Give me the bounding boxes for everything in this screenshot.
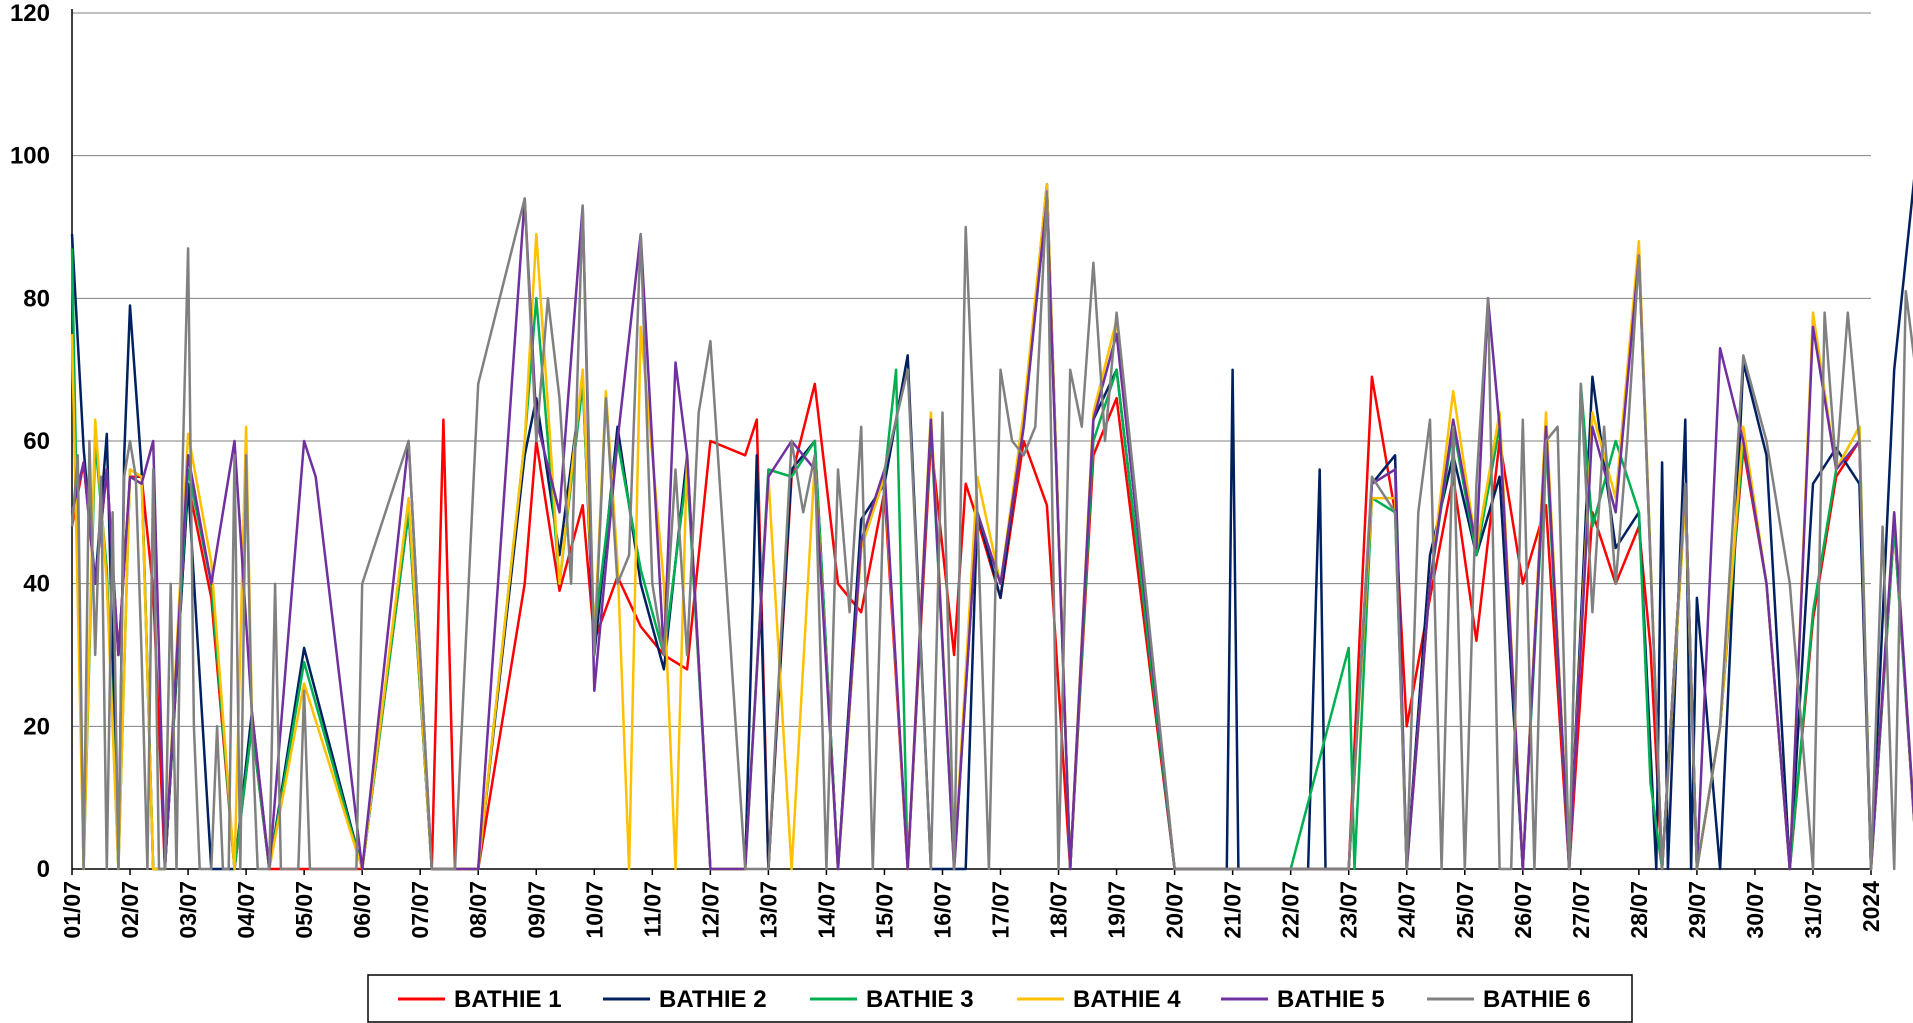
x-tick-label: 12/07	[697, 881, 723, 939]
x-tick-label: 26/07	[1510, 881, 1536, 939]
x-tick-label: 14/07	[813, 881, 839, 939]
y-tick-label: 120	[10, 0, 50, 27]
x-tick-label: 22/07	[1278, 881, 1304, 939]
series-line-bathie-6	[70, 190, 1913, 871]
y-tick-label: 20	[23, 713, 50, 740]
legend-box	[367, 974, 1633, 1023]
y-tick-label: 60	[23, 428, 50, 455]
x-tick-label: 09/07	[523, 881, 549, 939]
x-axis-ticks: 01/07 02/07 03/07 04/07 05/07 06/07 07/07 08/07…	[59, 881, 1884, 939]
series-lines	[70, 178, 1913, 871]
legend-label-bathie-2: BATHIE 2	[659, 986, 767, 1013]
axes	[71, 9, 1872, 875]
x-tick-label: 29/07	[1684, 881, 1710, 939]
x-tick-label: 18/07	[1046, 881, 1072, 939]
x-tick-label: 03/07	[175, 881, 201, 939]
x-tick-label: 17/07	[988, 881, 1014, 939]
y-tick-label: 0	[37, 856, 50, 883]
x-tick-label: 04/07	[233, 881, 259, 939]
x-tick-label: 21/07	[1220, 881, 1246, 939]
x-tick-label: 27/07	[1568, 881, 1594, 939]
x-tick-label: 31/07	[1800, 881, 1826, 939]
series-line-bathie-1	[70, 375, 1913, 871]
x-tick-label: 2024	[1858, 881, 1884, 932]
y-axis-ticks: 0 20 40 60 80 100 120	[10, 0, 50, 883]
x-tick-label: 02/07	[117, 881, 143, 939]
x-tick-label: 11/07	[639, 881, 665, 937]
x-tick-label: 13/07	[755, 881, 781, 939]
x-tick-label: 24/07	[1394, 881, 1420, 939]
x-tick-label: 30/07	[1742, 881, 1768, 939]
legend-label-bathie-6: BATHIE 6	[1483, 986, 1591, 1013]
x-tick-label: 25/07	[1452, 881, 1478, 939]
y-tick-label: 100	[10, 143, 50, 170]
x-tick-label: 05/07	[291, 881, 317, 939]
y-tick-label: 40	[23, 571, 50, 598]
x-tick-label: 07/07	[407, 881, 433, 939]
x-tick-label: 16/07	[929, 881, 955, 939]
x-tick-label: 15/07	[871, 881, 897, 939]
x-tick-label: 19/07	[1104, 881, 1130, 939]
legend-label-bathie-1: BATHIE 1	[454, 986, 562, 1013]
x-tick-label: 01/07	[59, 881, 85, 939]
legend: BATHIE 1 BATHIE 2 BATHIE 3 BATHIE 4 BATH…	[367, 974, 1633, 1023]
x-tick-label: 28/07	[1626, 881, 1652, 939]
x-tick-label: 08/07	[465, 881, 491, 939]
legend-label-bathie-3: BATHIE 3	[866, 986, 974, 1013]
y-tick-label: 80	[23, 285, 50, 312]
x-tick-label: 10/07	[581, 881, 607, 939]
x-tick-label: 20/07	[1162, 881, 1188, 939]
legend-label-bathie-5: BATHIE 5	[1277, 986, 1385, 1013]
gridlines	[72, 12, 1871, 727]
x-tick-label: 06/07	[349, 881, 375, 939]
x-tick-label: 23/07	[1336, 881, 1362, 939]
legend-label-bathie-4: BATHIE 4	[1073, 986, 1181, 1013]
